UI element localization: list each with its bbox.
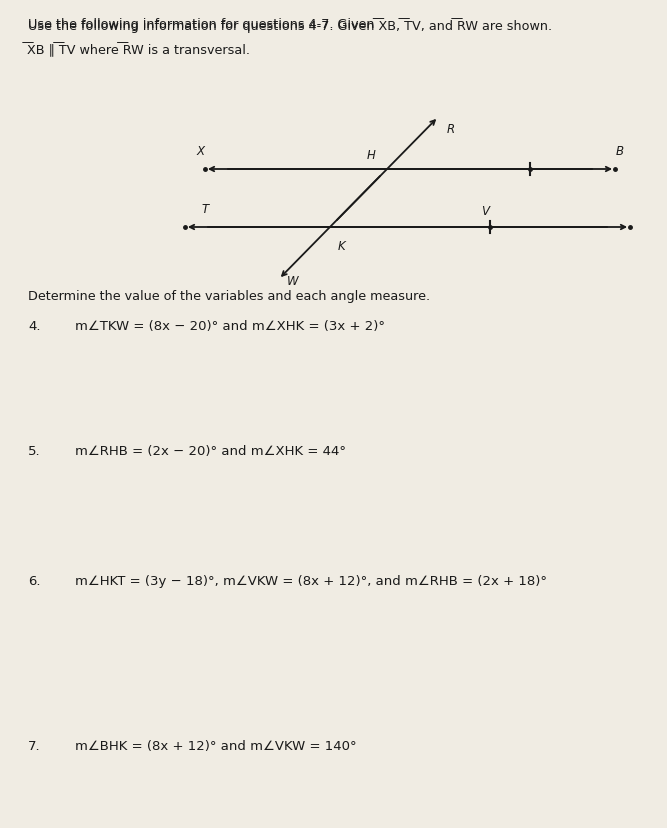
Text: ͞XB ∥ ͞TV where ͞RW is a transversal.: ͞XB ∥ ͞TV where ͞RW is a transversal.: [28, 42, 251, 56]
Text: m∠BHK = (8x + 12)° and m∠VKW = 140°: m∠BHK = (8x + 12)° and m∠VKW = 140°: [75, 739, 357, 752]
Text: 7.: 7.: [28, 739, 41, 752]
Text: Use the following information for questions 4-7. Given: Use the following information for questi…: [28, 18, 378, 31]
Text: T: T: [201, 203, 209, 216]
Text: 5.: 5.: [28, 445, 41, 457]
Text: X: X: [196, 145, 204, 158]
Text: Determine the value of the variables and each angle measure.: Determine the value of the variables and…: [28, 290, 430, 303]
Text: V: V: [481, 205, 489, 218]
Text: 4.: 4.: [28, 320, 41, 333]
Text: K: K: [338, 240, 346, 253]
Text: Use the following information for questions 4-7. Given ͞XB, ͞TV, and ͞RW are sho: Use the following information for questi…: [28, 18, 552, 33]
Text: R: R: [446, 123, 454, 136]
Text: H: H: [367, 149, 376, 161]
Text: W: W: [287, 275, 298, 288]
Text: B: B: [616, 145, 624, 158]
Text: m∠RHB = (2x − 20)° and m∠XHK = 44°: m∠RHB = (2x − 20)° and m∠XHK = 44°: [75, 445, 346, 457]
Text: m∠TKW = (8x − 20)° and m∠XHK = (3x + 2)°: m∠TKW = (8x − 20)° and m∠XHK = (3x + 2)°: [75, 320, 385, 333]
Text: 6.: 6.: [28, 575, 41, 587]
Text: m∠HKT = (3y − 18)°, m∠VKW = (8x + 12)°, and m∠RHB = (2x + 18)°: m∠HKT = (3y − 18)°, m∠VKW = (8x + 12)°, …: [75, 575, 547, 587]
